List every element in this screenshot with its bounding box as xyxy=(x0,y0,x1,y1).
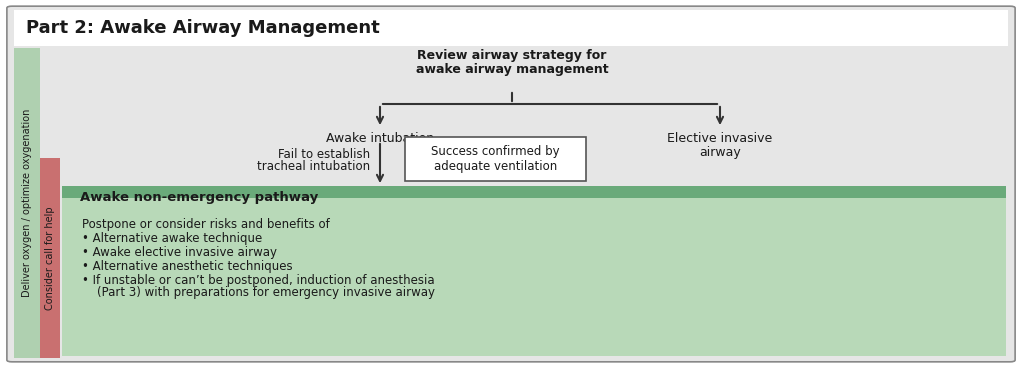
Text: • Alternative awake technique: • Alternative awake technique xyxy=(82,232,262,245)
Bar xyxy=(40,158,60,358)
Text: • Awake elective invasive airway: • Awake elective invasive airway xyxy=(82,246,278,259)
Text: tracheal intubation: tracheal intubation xyxy=(257,160,370,173)
FancyBboxPatch shape xyxy=(404,137,586,181)
Bar xyxy=(14,48,40,358)
Text: Postpone or consider risks and benefits of: Postpone or consider risks and benefits … xyxy=(82,218,330,231)
Text: Awake non-emergency pathway: Awake non-emergency pathway xyxy=(80,190,318,203)
Text: • If unstable or can’t be postponed, induction of anesthesia: • If unstable or can’t be postponed, ind… xyxy=(82,274,434,287)
Text: Part 2: Awake Airway Management: Part 2: Awake Airway Management xyxy=(26,19,380,37)
Text: (Part 3) with preparations for emergency invasive airway: (Part 3) with preparations for emergency… xyxy=(82,286,435,299)
Text: Fail to establish: Fail to establish xyxy=(278,148,370,161)
Text: Deliver oxygen / optimize oxygenation: Deliver oxygen / optimize oxygenation xyxy=(22,109,32,297)
Text: Awake intubation: Awake intubation xyxy=(326,132,434,145)
Text: Review airway strategy for: Review airway strategy for xyxy=(418,49,606,62)
FancyBboxPatch shape xyxy=(7,6,1015,362)
Text: Consider call for help: Consider call for help xyxy=(45,206,55,310)
Bar xyxy=(14,10,1008,46)
Bar xyxy=(62,186,1006,208)
Text: Elective invasive: Elective invasive xyxy=(668,132,773,145)
Text: • Alternative anesthetic techniques: • Alternative anesthetic techniques xyxy=(82,260,293,273)
Bar xyxy=(62,198,1006,356)
Text: airway: airway xyxy=(699,146,741,159)
Text: awake airway management: awake airway management xyxy=(416,63,608,76)
Text: Success confirmed by
adequate ventilation: Success confirmed by adequate ventilatio… xyxy=(431,145,560,173)
